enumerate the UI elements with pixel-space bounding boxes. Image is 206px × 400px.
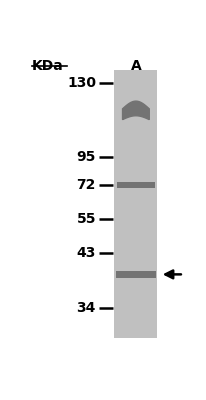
Text: 34: 34	[77, 301, 96, 315]
Polygon shape	[123, 101, 149, 120]
Bar	[116, 271, 156, 278]
Text: 95: 95	[77, 150, 96, 164]
Text: A: A	[131, 59, 141, 73]
Bar	[114, 70, 157, 338]
Text: 130: 130	[67, 76, 96, 90]
Text: 72: 72	[77, 178, 96, 192]
Text: KDa: KDa	[32, 59, 64, 73]
Text: 55: 55	[76, 212, 96, 226]
Text: 43: 43	[77, 246, 96, 260]
Bar	[117, 182, 155, 188]
